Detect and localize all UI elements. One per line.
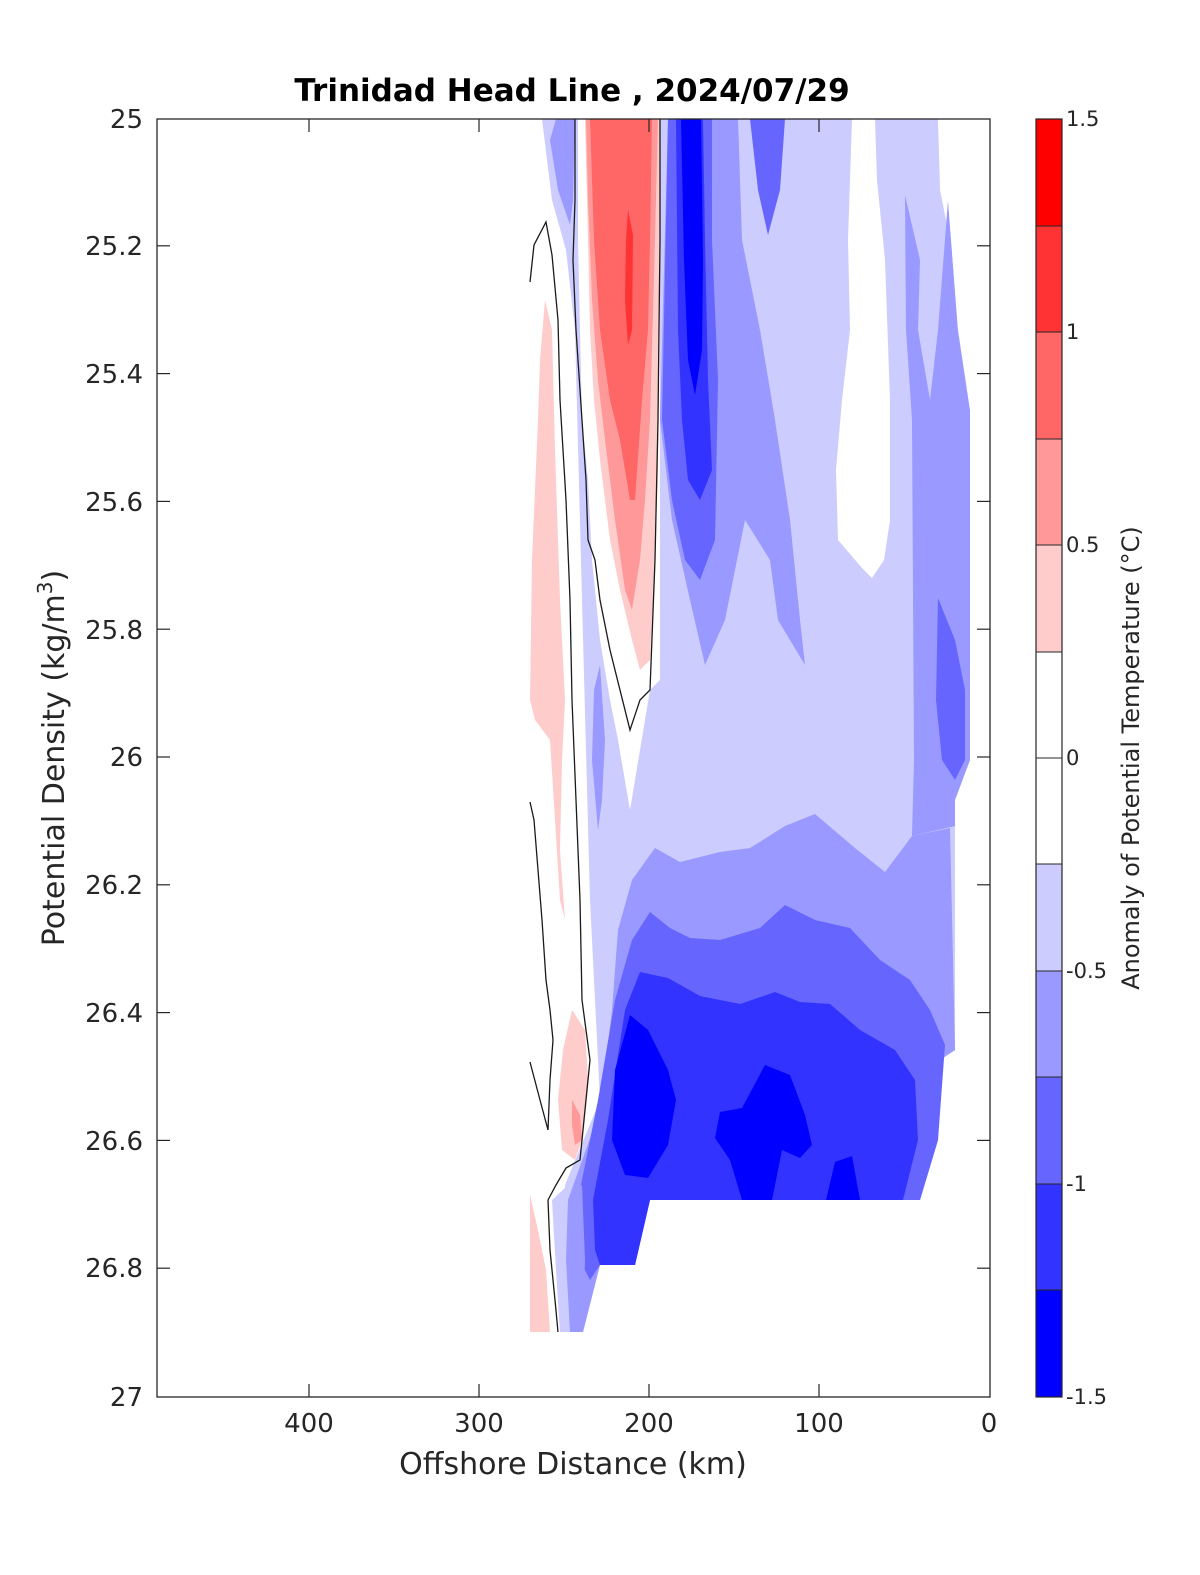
colorbar-level xyxy=(1036,545,1062,652)
y-tick-label: 27 xyxy=(110,1383,143,1413)
colorbar: 1.5 1 0.5 0 -0.5 -1 -1.5 Anomaly of Pote… xyxy=(1035,107,1145,1409)
colorbar-tick-label: -1.5 xyxy=(1066,1385,1107,1409)
chart-title: Trinidad Head Line , 2024/07/29 xyxy=(294,73,849,109)
x-axis-label: Offshore Distance (km) xyxy=(399,1447,747,1482)
colorbar-tick-label: 0 xyxy=(1066,746,1079,770)
colorbar-level xyxy=(1036,332,1062,439)
zero-contour-3 xyxy=(529,801,554,1131)
contour-region-m1p45-b xyxy=(715,1065,812,1200)
zero-contour-2 xyxy=(529,220,591,1333)
colorbar-level xyxy=(1036,119,1062,226)
contour-region-p0p35-bottom xyxy=(530,1195,550,1332)
y-tick-label: 26.8 xyxy=(85,1254,143,1284)
colorbar-level xyxy=(1036,971,1062,1077)
colorbar-tick-label: -0.5 xyxy=(1066,959,1107,983)
contour-region-m1p45-d xyxy=(681,119,703,395)
plot-area xyxy=(156,118,991,1398)
x-tick-label: 300 xyxy=(454,1409,504,1439)
y-tick-label: 25 xyxy=(110,105,143,135)
y-tick-label: 26.4 xyxy=(85,999,143,1029)
colorbar-tick-label: 1.5 xyxy=(1066,107,1099,131)
colorbar-label: Anomaly of Potential Temperature (°C) xyxy=(1117,526,1145,990)
colorbar-frame xyxy=(1035,118,1063,1398)
colorbar-level xyxy=(1036,1077,1062,1184)
contour-region-m0p9-right xyxy=(936,598,965,780)
contour-region-zero-right xyxy=(836,119,890,578)
x-tick-label: 200 xyxy=(624,1409,674,1439)
x-tick-label: 400 xyxy=(284,1409,334,1439)
x-tick-labels: 400 300 200 100 0 xyxy=(284,1409,997,1439)
x-tick-label: 0 xyxy=(981,1409,998,1439)
contour-region-p0p9 xyxy=(590,119,652,500)
colorbar-level xyxy=(1036,864,1062,971)
colorbar-level xyxy=(1036,439,1062,545)
y-tick-label: 25.2 xyxy=(85,232,143,262)
y-ticks xyxy=(157,245,990,1269)
colorbar-level xyxy=(1036,1184,1062,1290)
y-tick-label: 26 xyxy=(110,743,143,773)
y-tick-label: 25.8 xyxy=(85,616,143,646)
y-tick-label: 26.2 xyxy=(85,871,143,901)
y-tick-label: 25.6 xyxy=(85,488,143,518)
contour-fills xyxy=(530,119,990,1332)
y-tick-label: 25.4 xyxy=(85,360,143,390)
contour-region-m0p65-strip xyxy=(550,119,575,225)
contour-region-p0p65-lower xyxy=(572,1100,582,1145)
contour-region-m1p45-a xyxy=(612,1015,676,1178)
y-tick-labels: 25 25.2 25.4 25.6 25.8 26 26.2 26.4 26.6… xyxy=(85,105,143,1413)
colorbar-tick-label: 0.5 xyxy=(1066,533,1099,557)
plot-frame xyxy=(156,118,991,1398)
contour-region-m0p65-stripb xyxy=(592,665,605,830)
contour-region-zero-far xyxy=(938,119,990,410)
colorbar-level xyxy=(1036,226,1062,332)
y-axis-label-superscript: 3 xyxy=(33,581,57,594)
x-tick-label: 100 xyxy=(794,1409,844,1439)
contour-region-p1p15 xyxy=(625,210,633,345)
zero-contour-lines xyxy=(529,119,661,1333)
contour-region-m0p9-top2 xyxy=(750,119,785,235)
y-axis-label-end: ) xyxy=(37,570,72,582)
contour-region-p0p35-left xyxy=(530,300,565,920)
y-axis-label: Potential Density (kg/m3) xyxy=(33,570,72,946)
colorbar-level xyxy=(1036,1290,1062,1397)
x-ticks xyxy=(308,119,820,1397)
colorbar-tick-label: -1 xyxy=(1066,1172,1087,1196)
colorbar-tick-label: 1 xyxy=(1066,320,1079,344)
y-axis-label-main: Potential Density (kg/m xyxy=(37,594,72,946)
contour-region-m0p65-bottom xyxy=(566,1185,585,1332)
zero-contour-1 xyxy=(572,119,661,733)
contour-region-m1p45-c xyxy=(826,1156,860,1200)
y-tick-label: 26.6 xyxy=(85,1127,143,1157)
